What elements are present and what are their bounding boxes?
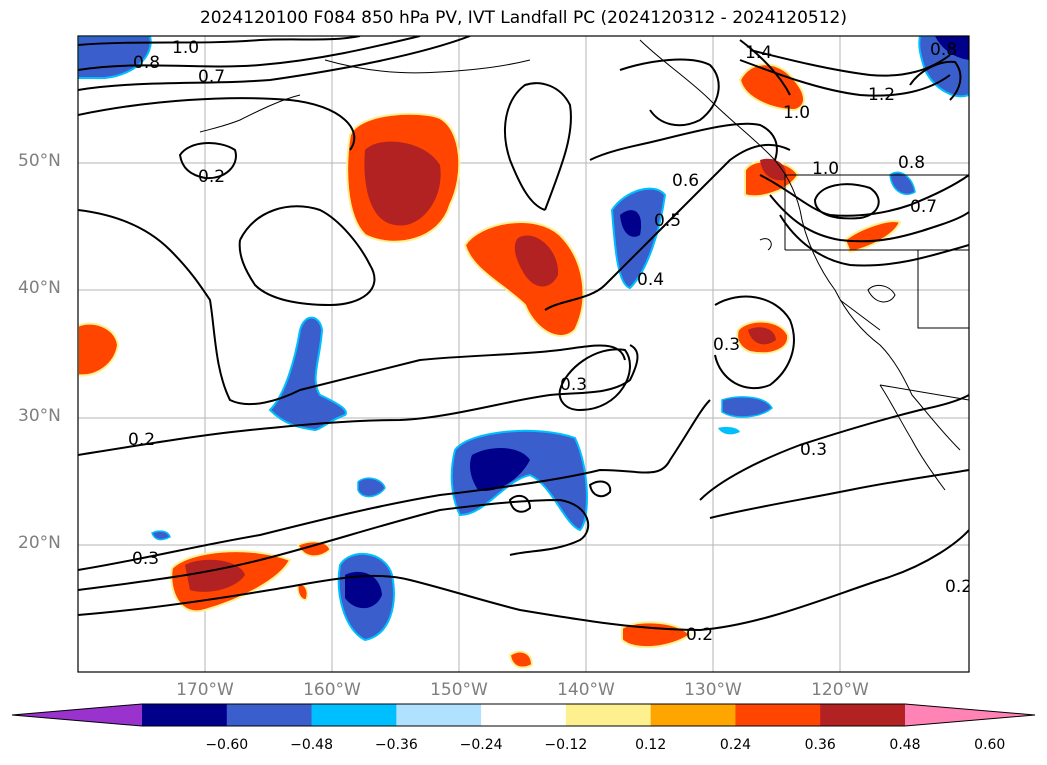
positive-anomaly-blobs (78, 63, 902, 669)
colorbar-segment (142, 704, 228, 726)
contour-label: 0.8 (898, 153, 925, 173)
colorbar-extension-max (905, 704, 1035, 726)
contour-label: 0.7 (910, 197, 937, 217)
contour-label: 1.2 (868, 85, 895, 105)
contour-label: 0.7 (198, 67, 225, 87)
contour-label: 0.3 (800, 440, 827, 460)
map-title: 2024120100 F084 850 hPa PV, IVT Landfall… (199, 8, 847, 28)
contour-label: 0.8 (930, 40, 957, 60)
contour-label: 0.8 (133, 53, 160, 73)
contour-label: 0.3 (132, 549, 159, 569)
map-plot: 1.0 0.8 0.7 0.2 0.2 0.3 0.3 0.3 0.3 0.4 … (77, 35, 972, 673)
contour-label: 0.3 (560, 375, 587, 395)
colorbar-tick-label: 0.24 (719, 737, 752, 753)
lon-label-130w: 130°W (684, 680, 742, 700)
lat-label-30n: 30°N (18, 406, 61, 426)
colorbar-segment (735, 704, 821, 726)
colorbar-tick-label: −0.12 (544, 737, 588, 753)
contour-label: 0.5 (654, 211, 681, 231)
colorbar-tick-label: −0.48 (290, 737, 333, 753)
colorbar-segment (311, 704, 397, 726)
contour-label: 1.0 (172, 38, 199, 58)
contour-label: 1.0 (783, 103, 810, 123)
colorbar-segment (650, 704, 736, 726)
contour-label: 0.6 (672, 171, 699, 191)
colorbar-outline (11, 703, 1036, 727)
colorbar-tick-label: −0.60 (205, 737, 249, 753)
pv-contours (78, 36, 969, 632)
colorbar-extension-min (12, 704, 142, 726)
contour-label: 0.2 (198, 167, 225, 187)
lat-label-50n: 50°N (18, 151, 61, 171)
lon-label-160w: 160°W (303, 680, 361, 700)
map-frame (77, 35, 970, 673)
colorbar-segment (226, 704, 313, 726)
colorbar-segment (481, 704, 567, 726)
contour-label: 1.4 (745, 43, 772, 63)
contour-label: 0.2 (128, 430, 155, 450)
colorbar-tick-label: −0.36 (374, 737, 418, 753)
contour-label: 0.2 (945, 577, 972, 597)
colorbar-segment (565, 704, 652, 726)
colorbar (11, 703, 1036, 727)
colorbar-segment (820, 704, 906, 726)
lon-label-170w: 170°W (176, 680, 234, 700)
colorbar-tick-label: 0.36 (804, 737, 836, 753)
colorbar-tick-label: 0.12 (635, 737, 667, 753)
contour-label: 0.2 (686, 625, 713, 645)
lon-label-120w: 120°W (811, 680, 869, 700)
lon-label-150w: 150°W (430, 680, 488, 700)
colorbar-tick-label: 0.60 (974, 737, 1006, 753)
lat-label-20n: 20°N (18, 533, 61, 553)
colorbar-tick-label: 0.48 (889, 737, 921, 753)
colorbar-segment (396, 704, 482, 726)
negative-anomaly-blobs (78, 36, 969, 642)
contour-labels: 1.0 0.8 0.7 0.2 0.2 0.3 0.3 0.3 0.3 0.4 … (128, 38, 972, 645)
lat-label-40n: 40°N (18, 278, 61, 298)
contour-label: 0.3 (713, 335, 740, 355)
contour-label: 1.0 (812, 159, 839, 179)
lon-label-140w: 140°W (557, 680, 615, 700)
gridlines (78, 36, 969, 672)
colorbar-segments (11, 703, 1036, 727)
contour-label: 0.4 (637, 270, 664, 290)
colorbar-tick-label: −0.24 (459, 737, 503, 753)
